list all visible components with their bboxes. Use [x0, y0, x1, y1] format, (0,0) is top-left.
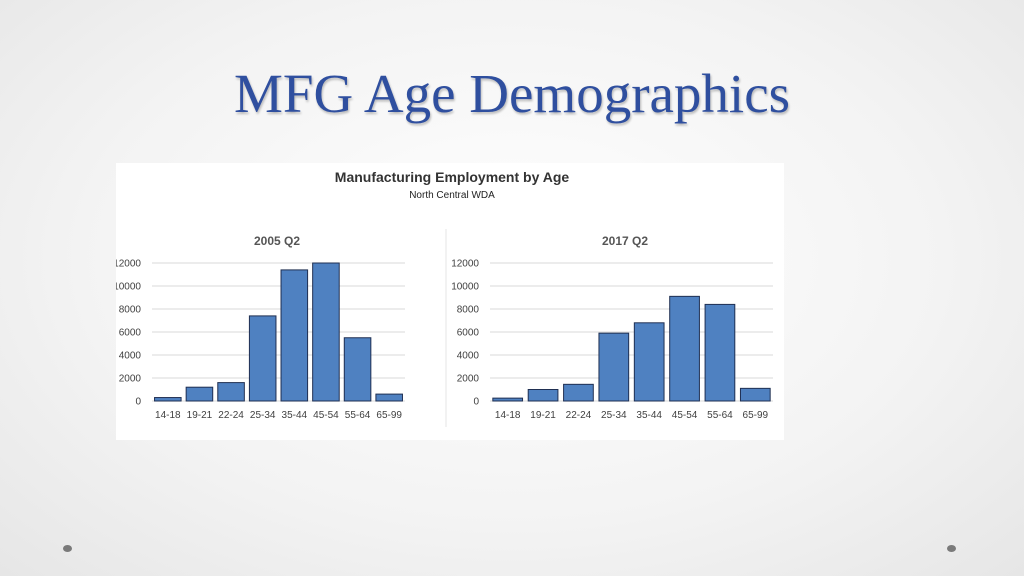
bar-14-18: [154, 397, 182, 402]
y-tick-label: 10000: [116, 282, 141, 293]
y-tick-label: 8000: [457, 305, 480, 316]
slide-title: MFG Age Demographics: [233, 63, 791, 124]
y-tick-label: 2000: [457, 374, 480, 385]
bar-22-24: [217, 382, 245, 402]
x-tick-label: 14-18: [155, 410, 181, 421]
y-tick-label: 2000: [119, 374, 142, 385]
panel-title: 2005 Q2: [254, 234, 300, 248]
y-tick-label: 6000: [457, 328, 480, 339]
x-tick-label: 65-99: [743, 410, 769, 421]
chart-canvas: Manufacturing Employment by Age North Ce…: [116, 169, 773, 427]
bar-35-44: [280, 269, 309, 402]
x-tick-label: 19-21: [530, 410, 556, 421]
bar-25-34: [248, 315, 277, 402]
bar-35-44: [633, 322, 665, 402]
decorative-dot-left: [63, 545, 72, 552]
y-tick-label: 6000: [119, 328, 142, 339]
panel-title: 2017 Q2: [602, 234, 648, 248]
bar-55-64: [704, 303, 736, 402]
x-tick-label: 55-64: [707, 410, 733, 421]
bar-65-99: [375, 393, 403, 402]
x-tick-label: 35-44: [636, 410, 662, 421]
y-tick-label: 0: [135, 397, 141, 408]
chart-figure: Manufacturing Employment by Age North Ce…: [116, 163, 784, 440]
x-tick-label: 25-34: [601, 410, 627, 421]
decorative-dot-right: [947, 545, 956, 552]
chart-title: Manufacturing Employment by Age: [335, 169, 570, 185]
x-tick-label: 65-99: [376, 410, 402, 421]
x-tick-label: 45-54: [672, 410, 698, 421]
chart-panel-2017: 2017 Q2 0 2000 4000 6000 8000 10000 12000 14-18 1…: [451, 234, 773, 421]
y-tick-label: 12000: [451, 259, 479, 270]
y-tick-label: 4000: [119, 351, 142, 362]
bar-65-99: [739, 387, 771, 402]
x-tick-label: 22-24: [566, 410, 592, 421]
x-tick-label: 19-21: [187, 410, 213, 421]
x-tick-label: 45-54: [313, 410, 339, 421]
x-tick-label: 25-34: [250, 410, 276, 421]
y-tick-label: 4000: [457, 351, 480, 362]
bar-14-18: [492, 397, 524, 402]
bar-19-21: [527, 389, 559, 402]
bar-25-34: [598, 332, 630, 402]
chart-subtitle: North Central WDA: [409, 190, 495, 201]
bar-45-54: [312, 262, 340, 402]
bar-22-24: [563, 383, 594, 402]
y-tick-label: 0: [473, 397, 479, 408]
y-tick-label: 10000: [451, 282, 479, 293]
x-tick-label: 35-44: [282, 410, 308, 421]
y-tick-label: 12000: [116, 259, 141, 270]
x-tick-label: 22-24: [218, 410, 244, 421]
chart-panel-2005: 2005 Q2 0 2000 4000 6000 8000 10000 12000 14-18 1…: [116, 234, 405, 421]
x-tick-label: 14-18: [495, 410, 521, 421]
bar-19-21: [185, 386, 214, 402]
bar-55-64: [343, 337, 372, 402]
bar-45-54: [669, 295, 700, 402]
y-tick-label: 8000: [119, 305, 142, 316]
x-tick-label: 55-64: [345, 410, 371, 421]
